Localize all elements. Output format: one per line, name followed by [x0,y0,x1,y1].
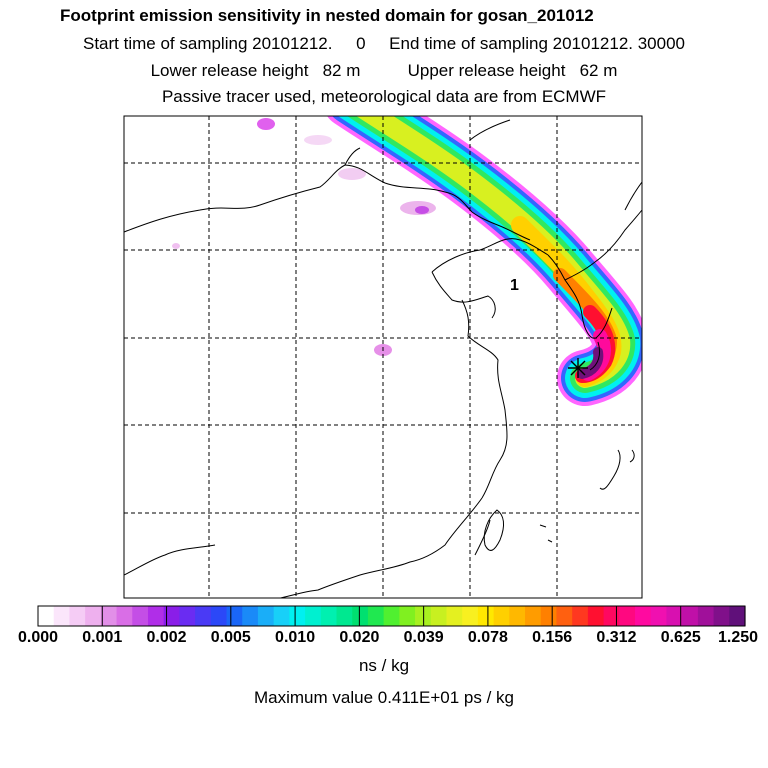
colorbar-swatch [85,606,102,626]
colorbar-swatch [289,606,306,626]
colorbar-swatch [697,606,715,626]
colorbar-swatch [635,606,652,626]
colorbar-swatch [713,606,730,626]
colorbar-swatch [336,606,353,626]
colorbar-tick-label: 0.001 [82,629,123,646]
colorbar-tick-label: 0.039 [403,629,444,646]
colorbar-tick-label: 0.010 [275,629,316,646]
colorbar-swatch [242,606,259,626]
colorbar-swatch [116,606,133,626]
colorbar-frame [37,605,746,627]
colorbar-swatch [509,606,526,626]
colorbar-swatch [257,606,275,626]
release-heights: Lower release height 82 m Upper release … [150,61,618,80]
colorbar-swatch [163,606,180,626]
patch-purple [415,206,429,214]
map-frame [123,115,643,599]
colorbar-swatch [399,606,416,626]
colorbar-swatch [430,606,448,626]
plot-title: Footprint emission sensitivity in nested… [60,6,594,25]
colorbar-swatch [666,606,683,626]
colorbar-tick-label: 1.250 [717,629,759,646]
patch-pale [338,168,366,180]
colorbar-swatch [729,606,746,626]
colorbar-swatch [210,606,228,626]
colorbar-swatch [587,606,605,626]
colorbar-swatch [132,606,149,626]
colorbar-swatch [682,606,699,626]
colorbar-swatch [603,606,620,626]
colorbar-swatch [100,606,118,626]
colorbar-tick-label: 0.625 [660,629,701,646]
patch-purple [257,118,275,130]
colorbar-swatches [37,606,746,626]
colorbar-swatch [320,606,338,626]
colorbar-swatch [462,606,479,626]
colorbar-swatch [352,606,369,626]
colorbar-swatch [53,606,71,626]
colorbar-tick-label: 0.312 [596,629,637,646]
colorbar-swatch [525,606,542,626]
colorbar-units: ns / kg [358,656,410,675]
patch-pale [172,243,180,249]
colorbar-swatch [572,606,589,626]
star-marker [568,358,588,378]
patch-pale [304,135,332,145]
colorbar-swatch [147,606,165,626]
colorbar-swatch [226,606,243,626]
colorbar-swatch [69,606,86,626]
lat-lon-grid [124,116,642,598]
colorbar-swatch [619,606,636,626]
colorbar-tick-label: 0.020 [339,629,380,646]
colorbar-swatch [38,606,55,626]
colorbar-swatch [650,606,668,626]
colorbar-tick-label: 0.002 [146,629,187,646]
colorbar-swatch [493,606,510,626]
colorbar-swatch [273,606,290,626]
colorbar-swatch [195,606,212,626]
colorbar-tick-label: 0.078 [467,629,508,646]
colorbar-tick-label: 0.005 [210,629,251,646]
colorbar-swatch [383,606,400,626]
colorbar-swatch [179,606,196,626]
colorbar-swatch [556,606,573,626]
coastlines [124,119,642,598]
colorbar-swatch [540,606,558,626]
tracer-info: Passive tracer used, meteorological data… [161,87,607,106]
sampling-times: Start time of sampling 20101212. 0 End t… [83,34,685,53]
maximum-value: Maximum value 0.411E+01 ps / kg [253,688,514,707]
colorbar-tick-label: 0.000 [17,629,59,646]
colorbar-swatch [305,606,322,626]
colorbar-tick-label: 0.156 [532,629,573,646]
release-label: 1 [510,277,519,294]
colorbar-swatch [367,606,385,626]
colorbar-swatch [477,606,495,626]
colorbar-swatch [446,606,463,626]
